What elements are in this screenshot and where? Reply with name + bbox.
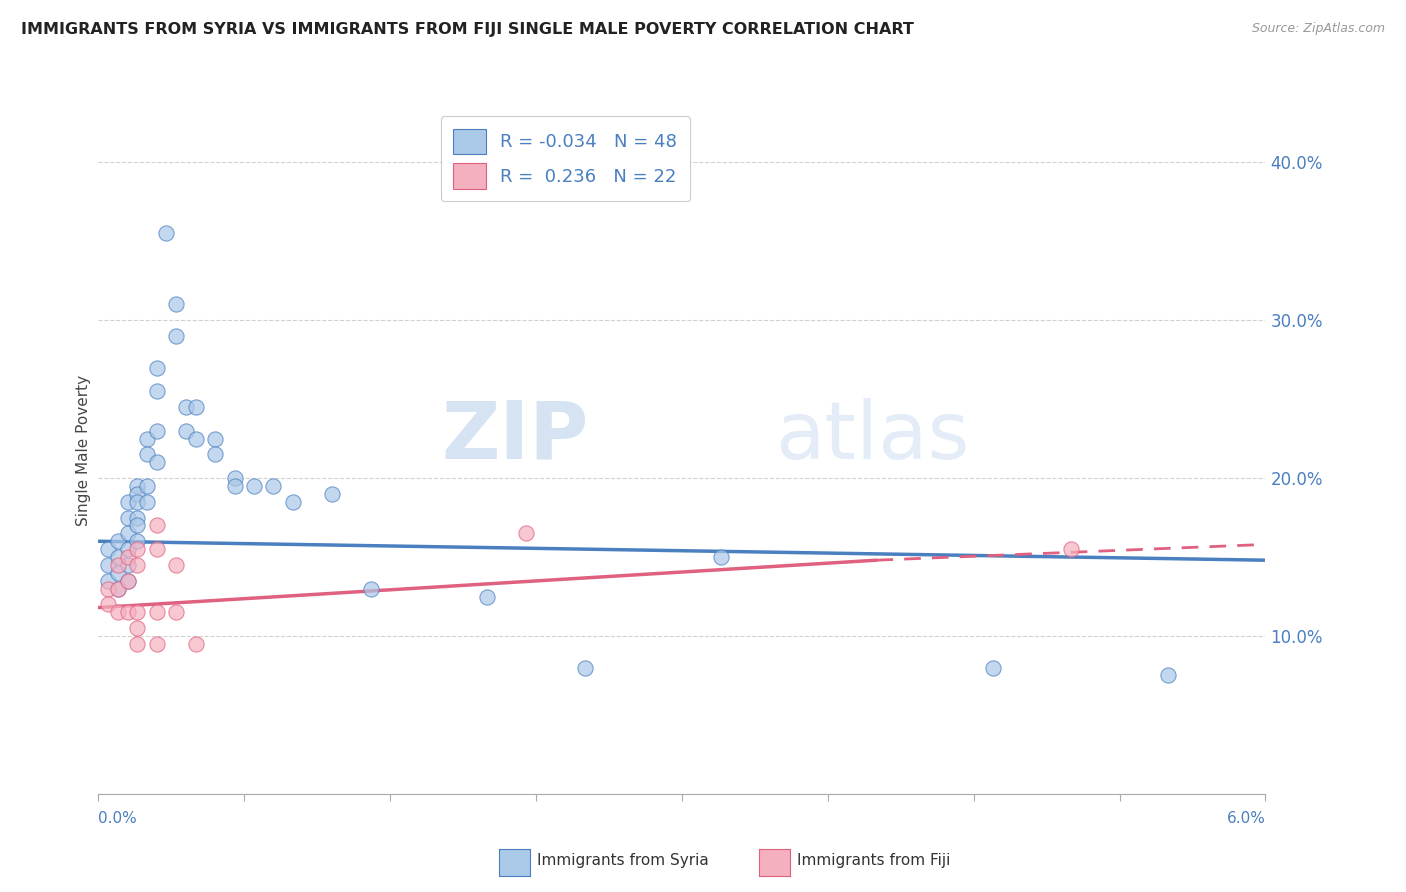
Text: Immigrants from Syria: Immigrants from Syria (537, 854, 709, 868)
Text: 6.0%: 6.0% (1226, 811, 1265, 826)
Point (136, 479, 159, 493)
Point (117, 574, 139, 588)
Point (477, 590, 499, 604)
Point (360, 582, 382, 596)
Point (204, 432, 226, 446)
Point (117, 574, 139, 588)
Point (174, 424, 197, 438)
Point (281, 495, 304, 509)
Point (515, 526, 537, 541)
Point (107, 605, 129, 619)
Point (174, 400, 197, 414)
Point (165, 605, 187, 619)
Point (204, 447, 226, 461)
Point (224, 479, 246, 493)
Point (710, 549, 733, 564)
Point (127, 621, 149, 635)
Point (321, 487, 343, 501)
Point (127, 558, 149, 572)
Point (107, 582, 129, 596)
Point (574, 660, 596, 674)
Point (107, 534, 129, 549)
Point (117, 558, 139, 572)
Point (107, 558, 129, 572)
Point (127, 534, 149, 549)
Point (146, 424, 169, 438)
Point (117, 510, 139, 524)
Point (184, 637, 207, 651)
Point (127, 518, 149, 533)
Point (127, 479, 149, 493)
Point (117, 542, 139, 557)
Point (136, 495, 159, 509)
Point (97, 574, 120, 588)
Point (155, 227, 177, 241)
Text: atlas: atlas (775, 398, 970, 475)
Point (127, 487, 149, 501)
Point (146, 360, 169, 375)
Point (127, 510, 149, 524)
Point (184, 400, 207, 414)
Point (146, 518, 169, 533)
Point (107, 566, 129, 580)
Point (117, 495, 139, 509)
Point (146, 605, 169, 619)
Legend: R = -0.034   N = 48, R =  0.236   N = 22: R = -0.034 N = 48, R = 0.236 N = 22 (440, 116, 690, 202)
Text: 0.0%: 0.0% (98, 811, 138, 826)
Text: IMMIGRANTS FROM SYRIA VS IMMIGRANTS FROM FIJI SINGLE MALE POVERTY CORRELATION CH: IMMIGRANTS FROM SYRIA VS IMMIGRANTS FROM… (21, 22, 914, 37)
Point (127, 637, 149, 651)
Point (127, 605, 149, 619)
Point (136, 447, 159, 461)
Point (107, 582, 129, 596)
Point (97, 558, 120, 572)
Point (1157, 668, 1180, 682)
Text: Source: ZipAtlas.com: Source: ZipAtlas.com (1251, 22, 1385, 36)
Point (165, 558, 187, 572)
Point (224, 471, 246, 485)
Point (117, 549, 139, 564)
Point (97, 598, 120, 612)
Point (146, 384, 169, 399)
Point (127, 542, 149, 557)
Text: ZIP: ZIP (441, 398, 589, 475)
Point (136, 432, 159, 446)
Point (117, 605, 139, 619)
Y-axis label: Single Male Poverty: Single Male Poverty (76, 375, 91, 526)
Point (97, 582, 120, 596)
Point (165, 329, 187, 343)
Point (146, 637, 169, 651)
Point (243, 479, 266, 493)
Point (981, 660, 1004, 674)
Text: Immigrants from Fiji: Immigrants from Fiji (797, 854, 950, 868)
Point (262, 479, 284, 493)
Point (184, 432, 207, 446)
Point (97, 542, 120, 557)
Point (117, 526, 139, 541)
Point (146, 542, 169, 557)
Point (146, 455, 169, 469)
Point (107, 549, 129, 564)
Point (1060, 542, 1083, 557)
Point (165, 297, 187, 311)
Point (127, 495, 149, 509)
